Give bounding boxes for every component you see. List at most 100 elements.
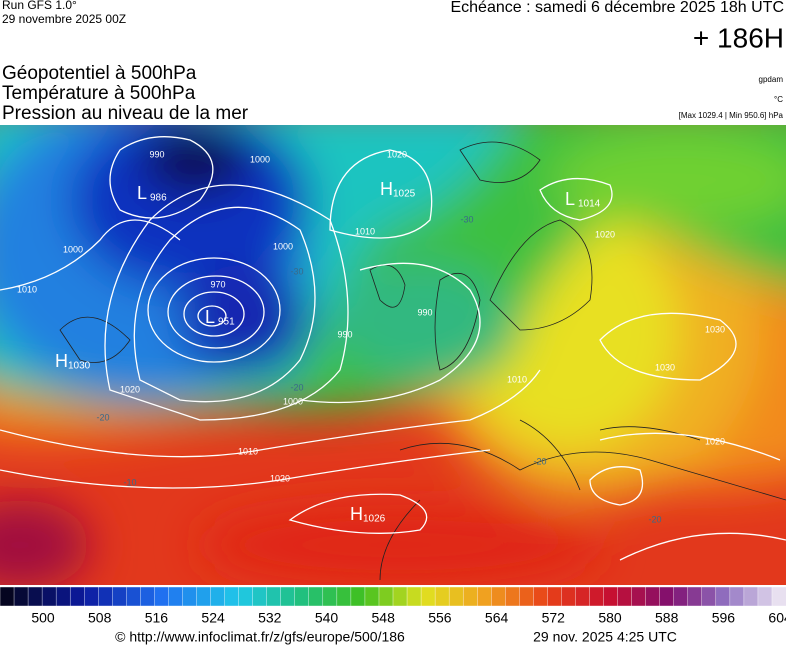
valid-time: Echéance : samedi 6 décembre 2025 18h UT… — [450, 0, 784, 16]
pressure-range: [Max 1029.4 | Min 950.6] hPa — [679, 111, 784, 120]
colorbar-swatch — [168, 586, 184, 607]
colorbar-swatch — [0, 586, 15, 607]
colorbar-swatch — [561, 586, 577, 607]
colorbar-swatch — [224, 586, 240, 607]
colorbar-swatch — [126, 586, 142, 607]
colorbar-swatch — [280, 586, 296, 607]
colorbar: 500 508 516 524 532 540 548 556 564 572 580 588 596 6… — [0, 586, 786, 626]
colorbar-swatch — [13, 586, 29, 607]
colorbar-swatch — [617, 586, 633, 607]
colorbar-swatch — [519, 586, 535, 607]
pressure-center-letter: L — [565, 189, 575, 209]
isobar-label: 1000 — [273, 241, 293, 251]
colorbar-swatch — [364, 586, 380, 607]
colorbar-swatch — [505, 586, 521, 607]
colorbar-label: 596 — [712, 610, 736, 626]
isotherm-label: -30 — [290, 266, 303, 276]
isobar-label: 1010 — [17, 284, 37, 294]
colorbar-swatch — [308, 586, 324, 607]
colorbar-swatch — [27, 586, 43, 607]
colorbar-label: 548 — [372, 610, 396, 626]
colorbar-swatch — [434, 586, 450, 607]
title-temperature: Température à 500hPa — [2, 83, 196, 104]
pressure-center-letter: L — [137, 183, 147, 203]
colorbar-swatch — [715, 586, 731, 607]
isotherm-label: -30 — [460, 214, 473, 224]
isobar-label: 1020 — [270, 473, 290, 483]
isobar-label: 1000 — [63, 244, 83, 254]
isobar-label: 1020 — [387, 149, 407, 159]
colorbar-swatch — [294, 586, 310, 607]
colorbar-swatch — [477, 586, 492, 607]
map-field — [0, 125, 786, 585]
colorbar-label: 604 — [768, 610, 786, 626]
colorbar-swatch — [182, 586, 198, 607]
colorbar-swatch — [406, 586, 422, 607]
colorbar-swatch — [112, 586, 128, 607]
colorbar-swatch — [462, 586, 478, 607]
pressure-center-value: 951 — [218, 317, 235, 328]
isobar-label: 1020 — [120, 384, 140, 394]
lead-time: + 186H — [693, 22, 784, 53]
colorbar-swatch — [210, 586, 226, 607]
colorbar-swatch — [266, 586, 282, 607]
colorbar-swatch — [771, 586, 786, 607]
pressure-center-letter: L — [205, 307, 215, 327]
isobars — [0, 136, 786, 561]
colorbar-swatch — [575, 586, 591, 607]
colorbar-swatch — [378, 586, 394, 607]
colorbar-swatch — [547, 586, 563, 607]
colorbar-label: 556 — [428, 610, 452, 626]
colorbar-swatch — [589, 586, 605, 607]
isotherm-label: -20 — [290, 382, 303, 392]
title-pressure: Pression au niveau de la mer — [2, 103, 249, 124]
colorbar-label: 508 — [88, 610, 112, 626]
colorbar-swatch — [322, 586, 338, 607]
colorbar-swatch — [84, 586, 99, 607]
colorbar-swatch — [98, 586, 113, 607]
pressure-center-letter: H — [350, 504, 363, 524]
isobar-label: 1020 — [595, 229, 615, 239]
colorbar-swatch — [659, 586, 675, 607]
pressure-center-value: 1025 — [393, 189, 416, 200]
isobar-label: 970 — [210, 279, 225, 289]
title-geopotential: Géopotentiel à 500hPa — [2, 63, 197, 84]
colorbar-swatch — [645, 586, 661, 607]
colorbar-swatch — [69, 586, 85, 607]
isobar-label: 1010 — [507, 374, 527, 384]
colorbar-swatch — [631, 586, 647, 607]
colorbar-swatch — [757, 586, 773, 607]
pressure-center-value: 1030 — [68, 361, 91, 372]
isobar-label: 1030 — [705, 324, 725, 334]
pressure-center-letter: H — [380, 179, 393, 199]
colorbar-label: 500 — [31, 610, 55, 626]
colorbar-label: 524 — [201, 610, 225, 626]
colorbar-label: 516 — [145, 610, 169, 626]
colorbar-swatch — [55, 586, 71, 607]
run-date: 29 novembre 2025 00Z — [2, 12, 126, 26]
colorbar-swatch — [238, 586, 254, 607]
isotherm-label: -20 — [648, 514, 661, 524]
isotherm-label: -20 — [96, 412, 109, 422]
isobar-label: 1030 — [655, 362, 675, 372]
colorbar-label: 564 — [485, 610, 509, 626]
source-url: © http://www.infoclimat.fr/z/gfs/europe/… — [115, 629, 405, 645]
colorbar-label: 540 — [315, 610, 339, 626]
isobar-label: 1000 — [283, 396, 303, 406]
isobar-label: 1010 — [355, 226, 375, 236]
colorbar-swatch — [41, 586, 57, 607]
pressure-center-value: 986 — [150, 193, 167, 204]
colorbar-swatch — [420, 586, 436, 607]
colorbar-swatch — [154, 586, 170, 607]
colorbar-swatch — [140, 586, 156, 607]
colorbar-label: 580 — [598, 610, 622, 626]
colorbar-swatch — [448, 586, 464, 607]
isobar-label: 1020 — [705, 436, 725, 446]
pressure-center-value: 1026 — [363, 514, 386, 525]
colorbar-swatch — [687, 586, 703, 607]
isobar-label: 990 — [337, 329, 352, 339]
pressure-center-value: 1014 — [578, 199, 601, 210]
colorbar-swatch — [350, 586, 366, 607]
